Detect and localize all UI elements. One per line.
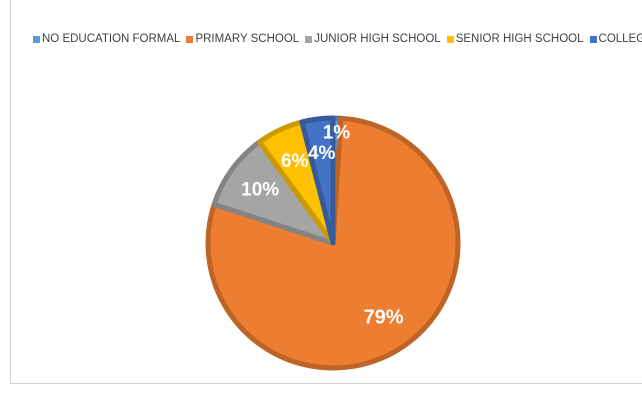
legend-item-no-education-formal: NO EDUCATION FORMAL [33, 33, 180, 45]
legend-label: NO EDUCATION FORMAL [42, 33, 181, 45]
legend-item-junior-high-school: JUNIOR HIGH SCHOOL [305, 33, 441, 45]
data-label: 79% [364, 306, 404, 328]
legend-swatch [305, 35, 313, 43]
legend-label: COLLEGE [598, 33, 642, 45]
pie-slices [205, 115, 461, 371]
legend-swatch [186, 35, 194, 43]
legend-item-primary-school: PRIMARY SCHOOL [186, 33, 299, 45]
data-label: 10% [241, 180, 279, 201]
legend-swatch [589, 35, 597, 43]
pie-slice-college [299, 115, 336, 246]
data-label: 4% [308, 143, 336, 164]
legend-label: PRIMARY SCHOOL [195, 33, 300, 45]
legend-swatch [33, 35, 40, 43]
legend-swatch [446, 35, 454, 43]
legend: NO EDUCATION FORMAL PRIMARY SCHOOL JUNIO… [33, 33, 642, 45]
legend-label: JUNIOR HIGH SCHOOL [314, 33, 441, 45]
data-label: 6% [281, 151, 309, 172]
data-label: 1% [323, 123, 351, 144]
legend-item-college: COLLEGE [589, 33, 642, 45]
pie-data-labels: 1% 79% 10%6% 4% [241, 123, 404, 329]
chart-frame [10, 0, 642, 384]
legend-item-senior-high-school: SENIOR HIGH SCHOOL [446, 33, 584, 45]
legend-label: SENIOR HIGH SCHOOL [455, 33, 584, 45]
